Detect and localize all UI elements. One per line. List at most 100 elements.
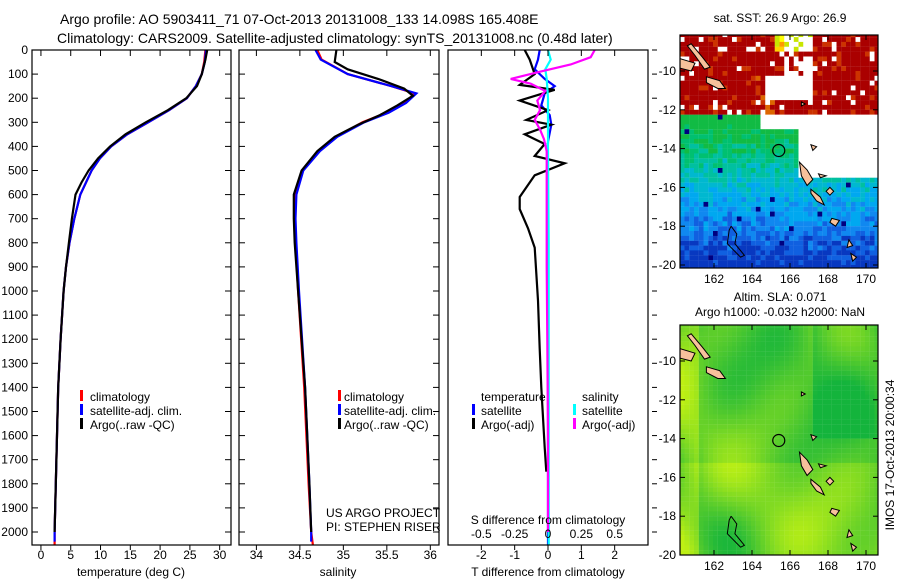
heatmap-cell [846, 555, 851, 560]
heatmap-cell [684, 487, 690, 493]
heatmap-cell [732, 351, 737, 357]
heatmap-cell [779, 85, 785, 91]
heatmap-cell [755, 448, 761, 454]
heatmap-cell [812, 438, 818, 444]
heatmap-cell [822, 163, 828, 169]
heatmap-cell [765, 95, 771, 101]
heatmap-cell [755, 66, 761, 72]
heatmap-cell [746, 158, 752, 164]
heatmap-cell [860, 265, 866, 268]
heatmap-cell [684, 462, 690, 468]
heatmap-cell [812, 172, 818, 178]
heatmap-cell [789, 433, 794, 439]
heatmap-cell [812, 153, 818, 159]
heatmap-cell [841, 124, 847, 130]
heatmap-cell [865, 119, 870, 125]
heatmap-cell [736, 124, 742, 130]
heatmap-cell [779, 370, 785, 376]
heatmap-cell [703, 138, 709, 144]
heatmap-cell [746, 336, 752, 342]
heatmap-cell [698, 390, 704, 396]
temperature-xlabel: temperature (deg C) [77, 565, 185, 579]
heatmap-cell [774, 325, 780, 328]
heatmap-cell [765, 56, 771, 62]
heatmap-cell [846, 346, 851, 352]
heatmap-cell [765, 46, 771, 52]
heatmap-cell [817, 129, 823, 135]
heatmap-cell [732, 438, 737, 444]
heatmap-cell [827, 182, 832, 188]
heatmap-cell [812, 35, 818, 38]
heatmap-cell [751, 394, 756, 400]
heatmap-cell [779, 525, 785, 531]
heatmap-cell [732, 109, 737, 115]
x-tick-label: 34 [250, 548, 264, 562]
heatmap-cell [703, 414, 709, 420]
heatmap-cell [703, 482, 709, 488]
heatmap-cell [685, 555, 690, 560]
heatmap-cell [770, 134, 775, 140]
heatmap-cell [713, 206, 718, 212]
x-tick-label: 1 [578, 548, 585, 562]
heatmap-cell [817, 375, 823, 381]
heatmap-cell [789, 75, 794, 81]
heatmap-cell [770, 385, 775, 391]
heatmap-cell [779, 511, 785, 517]
heatmap-cell [808, 545, 813, 551]
heatmap-cell [803, 438, 809, 444]
heatmap-cell [808, 535, 813, 541]
float-position-marker [772, 433, 786, 448]
heatmap-cell [803, 443, 809, 449]
heatmap-cell [812, 521, 818, 526]
heatmap-cell [822, 501, 828, 507]
heatmap-cell [765, 90, 771, 96]
heatmap-cell [836, 540, 842, 546]
heatmap-cell [803, 240, 809, 246]
heatmap-cell [793, 71, 799, 76]
heatmap-cell [836, 46, 842, 52]
heatmap-cell [793, 433, 799, 439]
heatmap-cell [770, 172, 775, 178]
heatmap-cell [722, 448, 728, 454]
heatmap-cell [698, 138, 704, 144]
heatmap-cell [822, 433, 828, 439]
heatmap-cell [680, 153, 685, 159]
heatmap-cell [822, 124, 828, 130]
heatmap-cell [812, 235, 818, 241]
heatmap-cell [694, 143, 699, 149]
heatmap-cell [746, 521, 752, 526]
heatmap-cell [860, 226, 866, 232]
heatmap-cell [765, 172, 771, 178]
heatmap-cell [722, 95, 728, 101]
heatmap-cell [765, 201, 771, 207]
heatmap-cell [760, 327, 766, 333]
heatmap-cell [760, 346, 766, 352]
heatmap-cell [684, 336, 690, 342]
heatmap-cell [680, 491, 685, 497]
heatmap-cell [765, 424, 771, 430]
heatmap-cell [874, 158, 878, 164]
heatmap-cell [779, 487, 785, 493]
lon-tick-label: 170 [856, 559, 876, 573]
heatmap-cell [774, 336, 780, 342]
heatmap-cell [736, 100, 742, 106]
island-shape [825, 186, 835, 196]
heatmap-cell [827, 143, 832, 149]
heatmap-cell [812, 168, 818, 173]
heatmap-cell [817, 501, 823, 507]
heatmap-cell [850, 487, 856, 493]
heatmap-cell [770, 226, 775, 232]
heatmap-cell [736, 245, 742, 251]
heatmap-cell [798, 95, 804, 101]
heatmap-cell [680, 114, 685, 120]
heatmap-cell [831, 158, 837, 164]
heatmap-cell [869, 158, 875, 164]
heatmap-cell [765, 438, 771, 444]
heatmap-cell [727, 370, 733, 376]
heatmap-cell [869, 187, 875, 193]
heatmap-cell [698, 240, 704, 246]
heatmap-cell [689, 560, 694, 565]
heatmap-cell [846, 438, 851, 444]
heatmap-cell [869, 197, 875, 203]
heatmap-cell [822, 365, 828, 371]
